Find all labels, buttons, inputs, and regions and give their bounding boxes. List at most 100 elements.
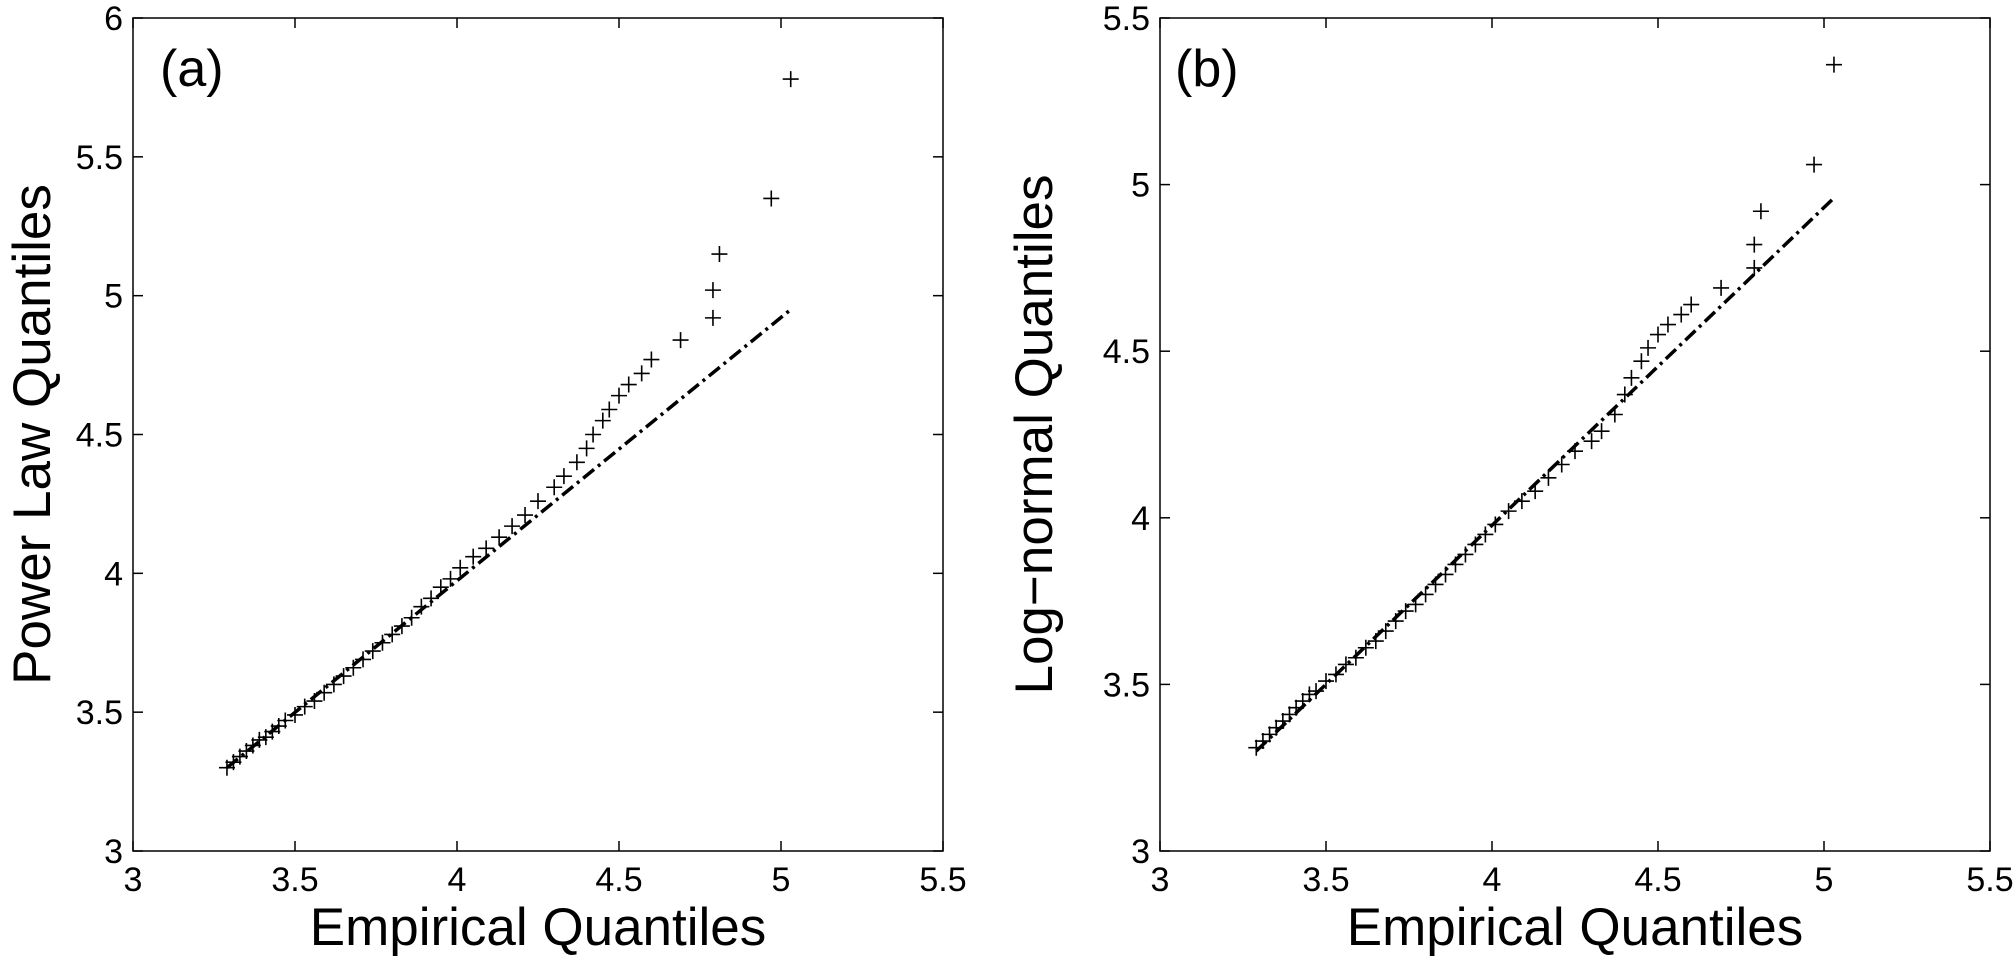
plot-frame xyxy=(132,17,944,852)
x-tick-label: 3 xyxy=(124,861,143,899)
fit-line xyxy=(1255,196,1836,753)
data-point xyxy=(423,590,440,607)
x-axis-label: Empirical Quantiles xyxy=(1347,898,1804,957)
data-point xyxy=(1513,493,1530,510)
data-point xyxy=(1457,546,1474,563)
data-point xyxy=(1540,469,1557,486)
x-tick-label: 3 xyxy=(1151,861,1170,899)
y-tick-label: 4.5 xyxy=(76,417,123,455)
data-point xyxy=(1553,456,1570,473)
chart-panel-1: 3 3.5 4 4.5 5 5.5 3 3.5 4 4.5 5 5.5 6 Empirical Quant… xyxy=(3,0,967,957)
data-point xyxy=(465,548,482,565)
data-point xyxy=(672,332,689,349)
data-point xyxy=(1825,56,1842,73)
data-point xyxy=(1367,633,1384,650)
data-point xyxy=(335,668,352,685)
y-tick-label: 5 xyxy=(1131,167,1150,205)
data-point xyxy=(1500,503,1517,520)
panel-label: (a) xyxy=(160,40,224,98)
data-point xyxy=(1746,236,1763,253)
y-tick-label: 3.5 xyxy=(1103,666,1150,704)
data-point xyxy=(1683,296,1700,313)
data-point xyxy=(1288,699,1305,716)
data-point xyxy=(1427,576,1444,593)
data-point xyxy=(296,698,313,715)
data-point xyxy=(1746,259,1763,276)
data-point xyxy=(1274,713,1291,730)
data-point xyxy=(1397,603,1414,620)
data-point xyxy=(345,659,362,676)
data-point xyxy=(1437,566,1454,583)
data-point xyxy=(452,559,469,576)
panel-label: (b) xyxy=(1175,40,1239,98)
data-point xyxy=(517,507,534,524)
data-point xyxy=(633,365,650,382)
data-point xyxy=(478,540,495,557)
fit-line xyxy=(225,308,792,770)
y-tick-label: 3 xyxy=(104,833,123,871)
x-tick-label: 4 xyxy=(448,861,467,899)
data-point xyxy=(1487,516,1504,533)
data-point xyxy=(1308,683,1325,700)
data-point xyxy=(325,676,342,693)
data-point xyxy=(251,731,268,748)
data-point xyxy=(364,643,381,660)
data-point xyxy=(384,626,401,643)
data-point xyxy=(442,570,459,587)
data-point xyxy=(568,454,585,471)
data-point xyxy=(1673,306,1690,323)
data-point xyxy=(403,609,420,626)
x-tick-label: 5.5 xyxy=(1966,861,2013,899)
data-point xyxy=(1254,733,1271,750)
x-axis-label: Empirical Quantiles xyxy=(310,898,767,957)
data-point xyxy=(355,651,372,668)
y-tick-label: 4 xyxy=(104,555,123,593)
data-point xyxy=(546,479,563,496)
data-point xyxy=(704,309,721,326)
data-point xyxy=(1633,353,1650,370)
data-point xyxy=(1593,423,1610,440)
data-point xyxy=(763,190,780,207)
data-point xyxy=(1752,203,1769,220)
data-point xyxy=(1387,613,1404,630)
data-point xyxy=(1806,156,1823,173)
data-point xyxy=(413,598,430,615)
plot-frame xyxy=(1159,17,1991,852)
x-tick-label: 4.5 xyxy=(1634,861,1681,899)
data-point xyxy=(277,712,294,729)
data-point xyxy=(704,282,721,299)
data-point xyxy=(1447,556,1464,573)
data-point xyxy=(585,426,602,443)
x-tick-label: 3.5 xyxy=(1302,861,1349,899)
data-point xyxy=(1623,369,1640,386)
data-point xyxy=(1650,326,1666,343)
data-point xyxy=(1606,406,1623,423)
y-axis-label: Power Law Quantiles xyxy=(3,184,62,685)
data-point xyxy=(1377,623,1394,640)
data-point xyxy=(1268,719,1285,736)
y-tick-label: 5.5 xyxy=(76,139,123,177)
data-point xyxy=(1527,483,1544,500)
y-tick-label: 3 xyxy=(1131,833,1150,871)
data-point xyxy=(1567,443,1583,460)
data-point xyxy=(530,493,546,510)
data-point xyxy=(1640,339,1657,356)
y-tick-label: 4 xyxy=(1131,500,1150,538)
data-point xyxy=(1327,666,1344,683)
data-point xyxy=(1467,536,1484,553)
data-point xyxy=(1477,526,1494,543)
x-tick-label: 4 xyxy=(1483,861,1502,899)
data-point xyxy=(491,529,508,546)
data-point xyxy=(1417,586,1434,603)
data-point xyxy=(643,351,660,368)
data-point xyxy=(620,376,637,393)
data-point xyxy=(316,684,333,701)
data-point xyxy=(393,618,410,635)
data-point xyxy=(1347,649,1364,666)
data-point xyxy=(782,71,799,88)
data-point xyxy=(432,579,449,596)
data-point xyxy=(1616,386,1633,403)
x-tick-label: 4.5 xyxy=(595,861,642,899)
data-point xyxy=(504,518,521,535)
